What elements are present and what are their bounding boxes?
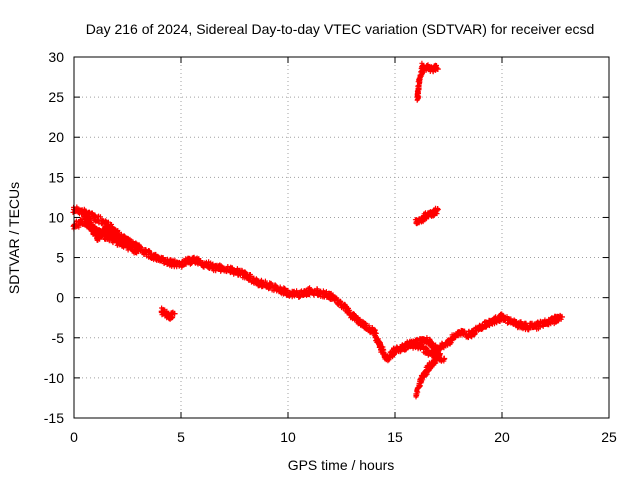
data-point-cluster: [135, 242, 152, 259]
x-tick-label: 10: [280, 429, 296, 445]
y-tick-label: 25: [48, 89, 64, 105]
data-point-cluster: [231, 266, 248, 281]
data-point-cluster: [117, 234, 132, 248]
data-point-cluster: [552, 312, 564, 325]
y-tick-label: 10: [48, 209, 64, 225]
data-point-cluster: [542, 313, 558, 328]
data-point-cluster: [167, 257, 183, 270]
data-point-cluster: [189, 254, 205, 268]
y-tick-label: -15: [44, 410, 64, 426]
y-tick-label: 30: [48, 49, 64, 65]
x-axis-label: GPS time / hours: [288, 457, 395, 473]
x-tick-label: 20: [494, 429, 510, 445]
data-point-cluster: [306, 285, 322, 298]
data-point-cluster: [338, 298, 355, 321]
chart-title: Day 216 of 2024, Sidereal Day-to-day VTE…: [86, 21, 595, 37]
data-point-cluster: [434, 351, 447, 364]
data-point-cluster: [383, 345, 397, 364]
data-point-cluster: [432, 205, 440, 217]
data-point-cluster: [264, 280, 280, 294]
data-point-cluster: [531, 318, 547, 332]
data-point-cluster: [242, 270, 259, 286]
data-point-cluster: [167, 309, 176, 322]
data-point-cluster: [103, 231, 120, 246]
data-point-cluster: [327, 290, 344, 308]
grid-lines: [74, 57, 609, 418]
series-main-track: [70, 204, 565, 364]
axis-ticks: [73, 56, 610, 419]
series-loop-branch: [81, 210, 133, 248]
data-points: [70, 60, 565, 400]
series-segment-16h-mid: [412, 205, 441, 227]
data-point-cluster: [178, 255, 194, 270]
data-point-cluster: [430, 62, 440, 75]
data-point-cluster: [456, 327, 472, 341]
y-tick-label: 15: [48, 169, 64, 185]
data-point-cluster: [200, 259, 216, 272]
plot-frame: [73, 56, 610, 419]
y-axis-label: SDTVAR / TECUs: [6, 182, 22, 294]
series-isolated-segment: [158, 305, 178, 322]
data-point-cluster: [423, 347, 440, 361]
series-crossing-branch: [402, 338, 448, 364]
x-tick-label: 5: [177, 429, 185, 445]
y-tick-label: 5: [56, 250, 64, 266]
y-tick-label: 20: [48, 129, 64, 145]
x-tick-label: 15: [387, 429, 403, 445]
y-tick-label: -5: [52, 330, 65, 346]
x-tick-label: 25: [601, 429, 617, 445]
axis-tick-labels: 0 5 10 15 20 25 -15 -10 -5 0 5 10 15 20 25 30: [44, 49, 617, 445]
series-segment-16h-high: [414, 60, 441, 103]
data-point-cluster: [110, 226, 124, 243]
data-point-cluster: [510, 317, 526, 332]
data-point-cluster: [413, 376, 423, 400]
x-tick-label: 0: [70, 429, 78, 445]
y-tick-label: -10: [44, 370, 64, 386]
data-point-cluster: [488, 311, 504, 327]
y-tick-label: 0: [56, 290, 64, 306]
